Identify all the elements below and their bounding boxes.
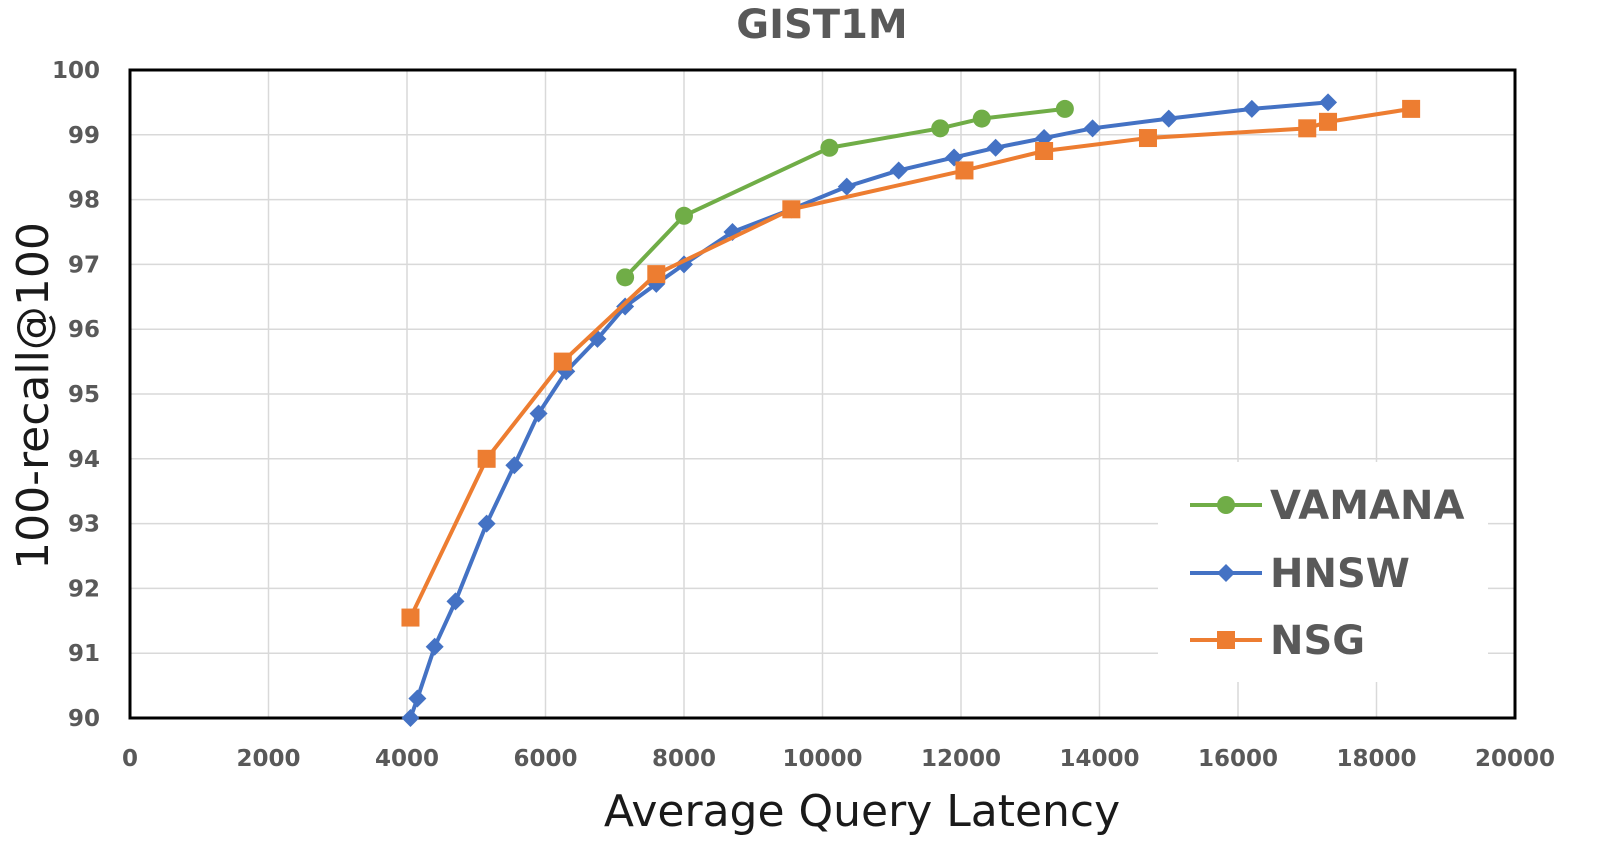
x-axis-ticks: 0 2000 4000 6000 8000 10000 12000 14000 16000 180…: [122, 746, 1555, 772]
nsg-point: [955, 161, 974, 180]
legend-marker-hnsw: [1217, 564, 1235, 582]
x-axis-label: Average Query Latency: [604, 786, 1120, 837]
nsg-point: [647, 265, 666, 284]
chart-title: GIST1M: [736, 2, 907, 48]
nsg-point: [477, 449, 496, 468]
y-tick-label: 98: [68, 188, 100, 214]
x-tick-label: 0: [122, 746, 138, 772]
hnsw-point: [408, 689, 427, 708]
y-axis-label: 100-recall@100: [8, 222, 59, 570]
hnsw-point: [616, 297, 635, 316]
hnsw-point: [1242, 99, 1261, 118]
vamana-point: [675, 206, 693, 225]
nsg-point: [553, 352, 572, 371]
y-tick-label: 92: [68, 576, 100, 602]
hnsw-point: [401, 709, 420, 727]
nsg-point: [1402, 99, 1421, 118]
legend-label-vamana: VAMANA: [1270, 483, 1464, 529]
legend-marker-vamana: [1217, 496, 1235, 514]
x-tick-label: 18000: [1336, 746, 1416, 772]
hnsw-point: [505, 456, 524, 475]
legend-label-nsg: NSG: [1270, 618, 1365, 664]
hnsw-point: [1319, 93, 1338, 112]
y-tick-label: 94: [68, 447, 100, 473]
nsg-point: [1319, 112, 1338, 131]
x-tick-label: 4000: [375, 746, 439, 772]
hnsw-point: [837, 177, 856, 196]
legend-marker-nsg: [1217, 631, 1235, 649]
nsg-point: [1298, 119, 1317, 138]
y-tick-label: 91: [68, 641, 100, 667]
x-tick-label: 6000: [513, 746, 577, 772]
x-tick-label: 16000: [1198, 746, 1278, 772]
hnsw-point: [529, 404, 548, 423]
x-tick-label: 2000: [236, 746, 300, 772]
plot-area: [128, 68, 1517, 720]
series-layer: [401, 93, 1421, 727]
vamana-point: [931, 119, 950, 138]
nsg-series: [401, 99, 1421, 627]
legend-label-hnsw: HNSW: [1270, 551, 1410, 597]
y-tick-label: 95: [68, 382, 100, 408]
nsg-point: [401, 608, 420, 627]
y-axis-ticks: 90 91 92 93 94 95 96 97 98 99 100: [52, 58, 100, 732]
nsg-point: [1035, 142, 1054, 160]
y-tick-label: 100: [52, 58, 100, 84]
x-tick-label: 8000: [652, 746, 716, 772]
x-tick-label: 14000: [1059, 746, 1139, 772]
vamana-point: [820, 138, 839, 157]
vamana-point: [1055, 99, 1074, 118]
y-tick-label: 96: [68, 317, 100, 343]
x-tick-label: 10000: [782, 746, 862, 772]
hnsw-point: [889, 161, 908, 180]
x-tick-label: 12000: [921, 746, 1001, 772]
vamana-point: [972, 109, 991, 128]
y-tick-label: 90: [68, 706, 100, 732]
vamana-line: [623, 106, 1066, 279]
vamana-point: [616, 268, 635, 287]
hnsw-point: [986, 138, 1005, 157]
y-tick-label: 93: [68, 512, 100, 538]
nsg-point: [1138, 129, 1157, 148]
hnsw-point: [446, 592, 465, 611]
vamana-series: [616, 99, 1074, 287]
hnsw-point: [1083, 119, 1102, 138]
x-tick-label: 20000: [1475, 746, 1555, 772]
hnsw-point: [477, 514, 496, 533]
y-tick-label: 99: [68, 123, 100, 149]
hnsw-point: [425, 637, 444, 656]
nsg-point: [782, 200, 801, 219]
legend: VAMANA HNSW NSG: [1158, 462, 1488, 682]
y-tick-label: 97: [68, 252, 100, 278]
hnsw-point: [1159, 109, 1178, 128]
